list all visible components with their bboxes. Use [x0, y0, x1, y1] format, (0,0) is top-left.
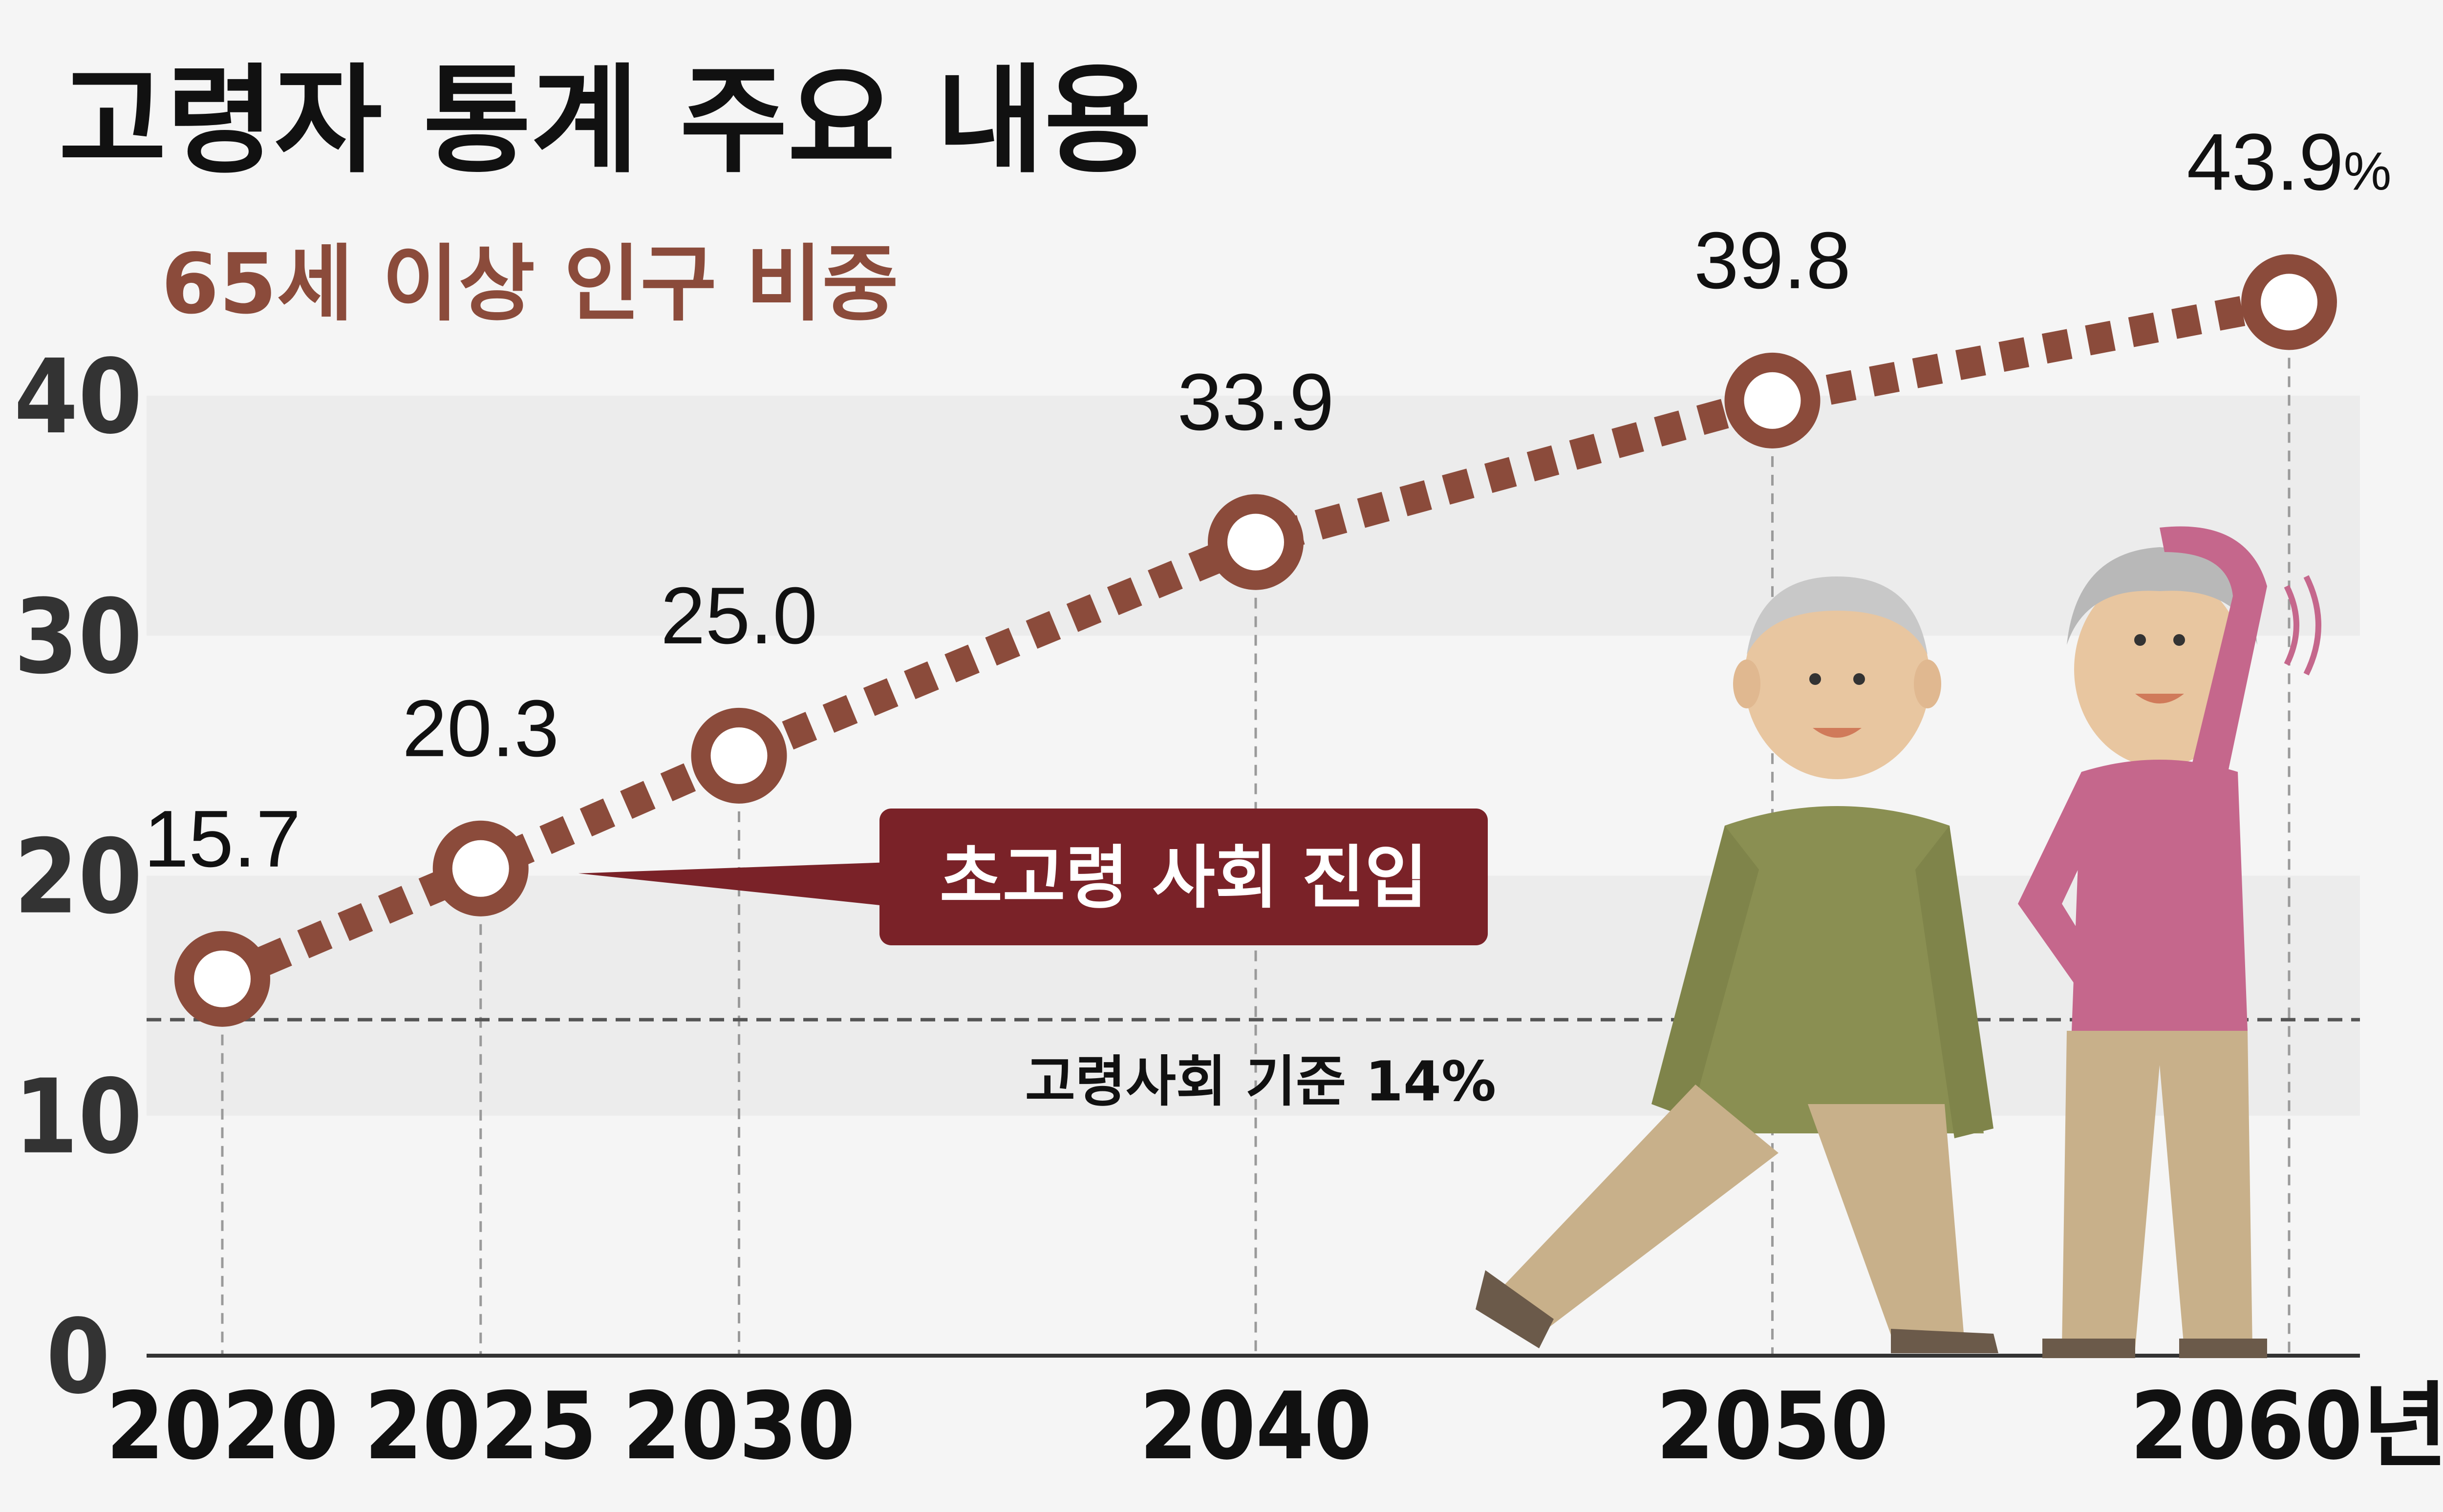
y-tick-label: 30 [14, 577, 143, 697]
callout-group: 초고령 사회 진입 [578, 809, 1488, 945]
reference-line-label: 고령사회 기준 14% [1025, 1050, 1496, 1113]
x-tick-label: 2025 [364, 1372, 597, 1480]
callout-box [879, 809, 1488, 945]
data-label: 15.7 [144, 794, 300, 884]
data-label: 25.0 [661, 571, 817, 660]
data-marker [194, 950, 251, 1007]
x-tick-label: 2020 [106, 1372, 339, 1480]
grid-bands [147, 396, 2360, 1116]
data-label: 33.9 [1177, 357, 1334, 447]
data-markers [174, 254, 2337, 1027]
vertical-gridlines [221, 302, 2291, 1356]
x-tick-label: 2040 [1139, 1372, 1372, 1480]
data-label-suffix: % [2344, 141, 2392, 201]
elderly-couple-illustration [1476, 526, 2321, 1358]
y-tick-label: 40 [14, 337, 143, 457]
chart-subtitle: 65세 이상 인구 비중 [161, 236, 899, 333]
x-tick-label: 2060년 [2130, 1372, 2443, 1480]
chart-title: 고령자 통계 주요 내용 [59, 52, 1152, 189]
data-marker [710, 727, 768, 784]
y-tick-label: 0 [46, 1297, 110, 1417]
callout-text: 초고령 사회 진입 [940, 838, 1428, 918]
reference-line-group: 고령사회 기준 14% [147, 1018, 2360, 1113]
x-tick-label: 2050 [1656, 1372, 1889, 1480]
elderly-man-figure [1476, 576, 1998, 1353]
x-tick-label: 2030 [623, 1372, 856, 1480]
data-marker [1744, 372, 1801, 429]
callout-pointer [578, 862, 889, 906]
data-marker [2261, 274, 2317, 331]
elderly-woman-figure [2018, 526, 2321, 1358]
y-tick-label: 20 [14, 817, 143, 937]
data-label: 39.8 [1694, 215, 1851, 305]
data-marker [452, 840, 509, 897]
x-tick-labels: 2020 2025 2030 2040 2050 2060년 [106, 1372, 2443, 1480]
y-tick-labels: 0 10 20 30 40 [14, 337, 143, 1417]
data-labels: 15.720.325.033.939.843.9% [144, 117, 2391, 883]
y-tick-label: 10 [14, 1057, 143, 1177]
data-marker [1227, 513, 1284, 571]
data-label: 20.3 [402, 683, 559, 773]
